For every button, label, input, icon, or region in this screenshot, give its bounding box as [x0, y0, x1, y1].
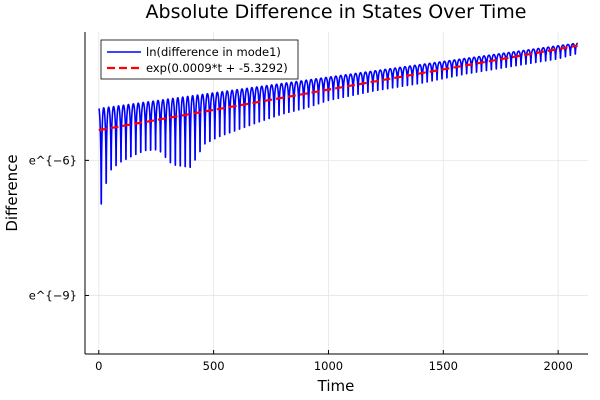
x-tick-label: 1000 [314, 359, 343, 373]
x-tick-label: 2000 [544, 359, 573, 373]
legend: ln(difference in mode1) exp(0.0009*t + -… [100, 39, 299, 80]
x-ticks: 0 500 1000 1500 2000 [95, 350, 573, 373]
chart-title: Absolute Difference in States Over Time [146, 1, 527, 23]
y-axis-label: Difference [3, 154, 21, 231]
series-line-difference [98, 42, 579, 205]
legend-box [100, 39, 299, 80]
legend-label-difference: ln(difference in mode1) [146, 45, 281, 59]
y-ticks: e^{−6} e^{−9} [29, 153, 89, 302]
x-tick-label: 500 [203, 359, 225, 373]
x-axis-label: Time [317, 377, 355, 395]
y-tick-label: e^{−9} [29, 288, 77, 302]
series-line-fit [98, 44, 578, 132]
x-tick-label: 1500 [429, 359, 458, 373]
x-tick-label: 0 [95, 359, 102, 373]
y-tick-label: e^{−6} [29, 153, 77, 167]
legend-label-fit: exp(0.0009*t + -5.3292) [146, 61, 288, 75]
series-layer [98, 42, 579, 205]
